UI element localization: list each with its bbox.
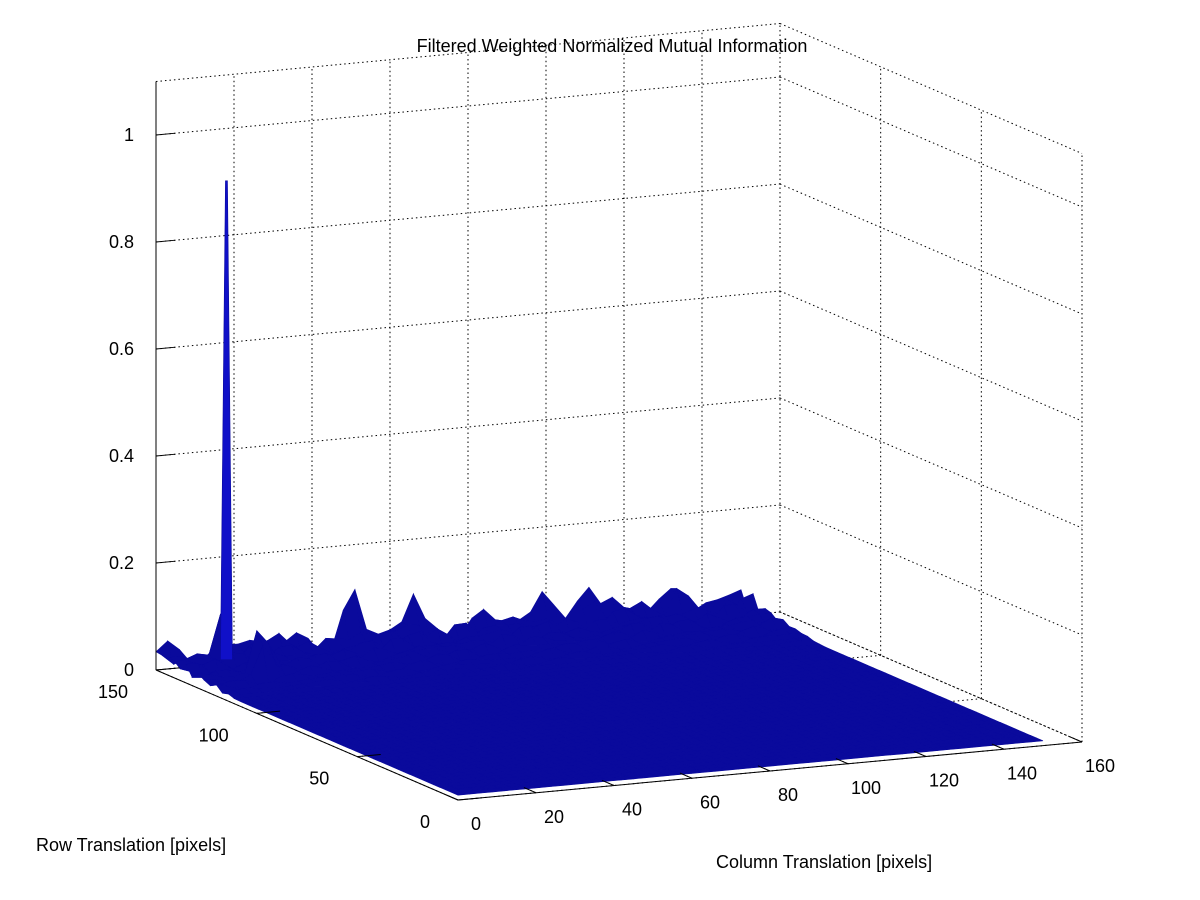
z-tick-label: 0.6	[109, 339, 134, 359]
x-tick	[679, 772, 693, 779]
y-tick-label: 50	[309, 769, 329, 789]
chart-title: Filtered Weighted Normalized Mutual Info…	[417, 36, 808, 56]
y-tick	[457, 797, 482, 801]
grid-line-x-floor	[779, 611, 1083, 743]
y-tick	[357, 753, 381, 758]
x-tick	[445, 794, 459, 801]
z-tick	[155, 346, 176, 350]
x-tick	[913, 750, 927, 757]
grid-line-z-side	[779, 504, 1083, 636]
x-tick	[835, 758, 849, 765]
grid-line-z-back	[155, 290, 781, 350]
z-tick	[155, 453, 176, 457]
surface-plot	[155, 180, 1044, 796]
x-tick-label: 160	[1085, 756, 1115, 776]
grid-line-z-back	[155, 76, 781, 136]
y-tick-label: 100	[199, 725, 229, 745]
x-tick	[991, 743, 1005, 750]
x-tick-label: 40	[622, 800, 642, 820]
z-tick	[155, 132, 176, 136]
x-tick	[523, 787, 537, 794]
x-tick	[601, 779, 615, 786]
x-tick-label: 100	[851, 778, 881, 798]
grid-top-edge	[155, 23, 781, 82]
grid-line-z-side	[779, 290, 1083, 422]
x-tick-label: 20	[544, 807, 564, 827]
z-tick	[155, 239, 176, 243]
y-tick	[256, 710, 281, 714]
z-tick	[155, 560, 176, 564]
x-axis-title: Column Translation [pixels]	[716, 852, 932, 872]
x-tick-label: 120	[929, 771, 959, 791]
z-tick-label: 0.2	[109, 553, 134, 573]
grid-line-z-side	[779, 183, 1083, 315]
grid-line-z-back	[155, 183, 781, 243]
surface-peak	[220, 180, 233, 660]
x-tick	[757, 765, 771, 772]
y-tick-label: 0	[420, 812, 430, 832]
x-tick-label: 140	[1007, 763, 1037, 783]
z-tick-label: 0.4	[109, 446, 134, 466]
surface-patch	[1025, 737, 1044, 743]
grid-line-z-side	[779, 611, 1083, 743]
y-axis-title: Row Translation [pixels]	[36, 835, 226, 855]
z-tick-label: 0	[124, 660, 134, 680]
z-tick-label: 0.8	[109, 232, 134, 252]
y-tick-label: 150	[98, 682, 128, 702]
x-tick-label: 60	[700, 792, 720, 812]
tick-labels: 0 20 40 60 80 100 120 140 16005010015000.20.40.6…	[98, 125, 1115, 834]
x-tick-label: 0	[471, 814, 481, 834]
z-tick	[155, 667, 176, 671]
grid-line-z-side	[779, 76, 1083, 208]
y-axis-line	[155, 669, 459, 801]
grid-line-z-side	[779, 397, 1083, 529]
grid-top-edge	[779, 23, 1083, 154]
x-tick-label: 80	[778, 785, 798, 805]
grid-line-z-back	[155, 397, 781, 457]
z-tick-label: 1	[124, 125, 134, 145]
grid-line-z-back	[155, 504, 781, 564]
x-tick	[1069, 736, 1083, 743]
